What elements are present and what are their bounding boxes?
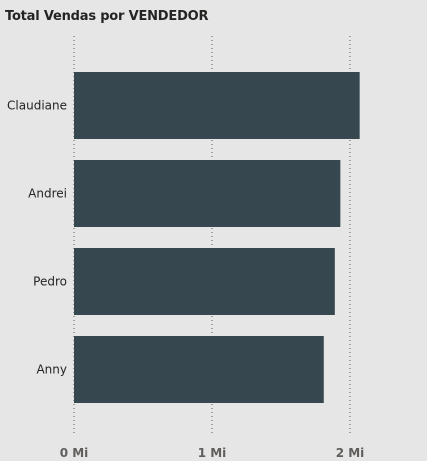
bar-pedro[interactable] xyxy=(74,248,335,315)
category-label: Anny xyxy=(36,363,67,377)
gridlines xyxy=(73,36,351,436)
x-axis-ticks: 0 Mi 1 Mi 2 Mi xyxy=(60,446,365,460)
category-label: Pedro xyxy=(33,275,67,289)
category-label: Claudiane xyxy=(7,99,67,113)
x-tick-label: 0 Mi xyxy=(60,446,89,460)
category-label: Andrei xyxy=(28,187,67,201)
x-tick-label: 2 Mi xyxy=(336,446,365,460)
bar-anny[interactable] xyxy=(74,336,324,403)
bars xyxy=(74,72,360,403)
x-tick-label: 1 Mi xyxy=(198,446,227,460)
bar-claudiane[interactable] xyxy=(74,72,360,139)
category-labels: Claudiane Andrei Pedro Anny xyxy=(7,99,67,377)
bar-andrei[interactable] xyxy=(74,160,341,227)
chart-title: Total Vendas por VENDEDOR xyxy=(5,9,209,24)
